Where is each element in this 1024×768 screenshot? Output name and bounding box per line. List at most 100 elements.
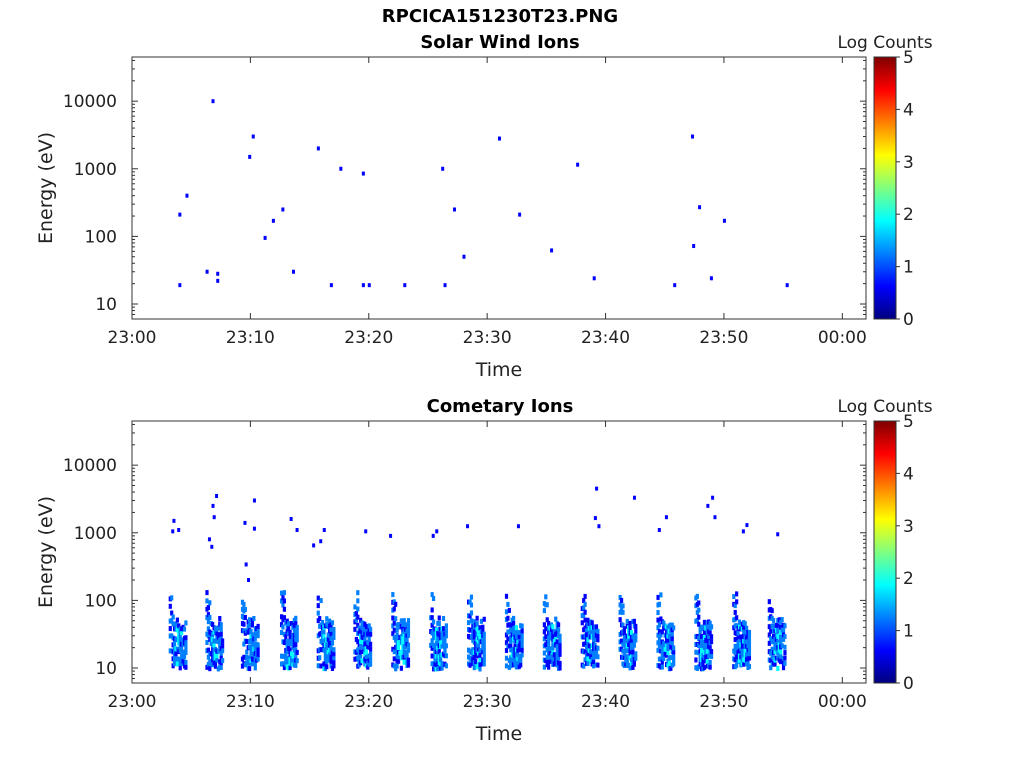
count-cell (476, 642, 481, 648)
count-cell (175, 617, 179, 623)
count-cell (215, 631, 219, 637)
count-cell (767, 624, 771, 630)
count-cell (168, 603, 172, 609)
count-cell (180, 661, 184, 667)
count-cell (767, 640, 771, 646)
count-cell (256, 642, 260, 648)
count-cell (737, 619, 742, 625)
count-cell (783, 623, 787, 629)
count-cell (507, 622, 511, 628)
count-cell (444, 663, 448, 669)
count-cell (184, 635, 188, 641)
count-cell (624, 638, 628, 644)
count-cell (208, 614, 212, 620)
count-cell (708, 630, 712, 636)
count-cell (443, 640, 447, 646)
x-tick-label: 23:00 (108, 692, 157, 712)
count-cell (295, 658, 299, 664)
count-cell (583, 609, 587, 615)
count-cell (701, 661, 705, 667)
count-cell (776, 623, 780, 629)
count-cell (558, 665, 562, 671)
count-cell (781, 627, 786, 633)
count-cell (182, 626, 187, 632)
count-cell (392, 620, 396, 626)
count-cell (219, 626, 223, 632)
count-cell (294, 647, 298, 653)
count-cell (709, 276, 713, 281)
count-cell (318, 655, 322, 661)
count-cell (392, 599, 396, 605)
count-cell (178, 665, 182, 671)
count-cell (621, 609, 625, 615)
colorbar-label: Log Counts (837, 397, 932, 417)
colorbar-ticks: 0 1 2 3 4 5 (896, 412, 914, 694)
count-cell (555, 639, 559, 645)
plot-frame (131, 420, 867, 684)
x-tick-label: 00:00 (818, 328, 867, 348)
count-cell (634, 632, 638, 638)
count-cell (586, 661, 590, 667)
count-cell (698, 630, 702, 636)
count-cell (589, 629, 593, 635)
plot-frame (131, 56, 867, 320)
count-cell (218, 615, 222, 621)
count-cell (475, 615, 479, 621)
count-cell (292, 269, 296, 274)
count-cell (256, 647, 260, 653)
count-cell (389, 533, 393, 538)
count-cell (172, 641, 177, 647)
count-cell (368, 661, 373, 667)
axes: 23:00 23:10 23:20 23:30 23:40 23:50 00:00 10 100… (63, 57, 867, 348)
count-cell (692, 244, 696, 249)
count-cell (245, 649, 249, 655)
count-cell (402, 649, 406, 655)
count-cell (294, 621, 298, 627)
count-cell (392, 634, 396, 640)
count-cell (284, 634, 288, 640)
count-cell (395, 663, 399, 669)
colorbar-tick-label: 0 (903, 310, 914, 330)
x-tick-label: 23:10 (226, 692, 275, 712)
count-cell (184, 659, 188, 665)
count-cell (618, 594, 622, 600)
count-cell (184, 664, 188, 670)
count-cell (294, 662, 298, 668)
count-cell (618, 602, 622, 608)
count-cell (554, 636, 558, 642)
count-cell (660, 664, 664, 670)
y-tick-label: 1000 (74, 160, 117, 180)
count-cell (779, 639, 783, 645)
count-cell (506, 615, 510, 621)
count-cell (205, 615, 209, 621)
count-cell (558, 651, 562, 657)
count-cell (709, 634, 714, 640)
count-cell (482, 646, 486, 652)
colorbar-tick-label: 0 (903, 674, 914, 694)
count-cell (779, 649, 783, 655)
count-cell (558, 633, 562, 639)
count-cell (702, 644, 707, 650)
count-cell (697, 621, 701, 627)
count-cell (216, 278, 220, 283)
count-cell (180, 645, 184, 651)
count-cell (249, 653, 253, 659)
colorbar-tick-label: 1 (903, 622, 914, 642)
count-cell (783, 650, 787, 656)
count-cell (249, 649, 253, 655)
count-cell (747, 655, 752, 661)
count-cell (430, 645, 434, 651)
x-tick-label: 23:30 (463, 328, 512, 348)
count-cell (368, 641, 373, 647)
x-axis-label: Time (475, 723, 523, 745)
count-cell (550, 248, 554, 253)
colorbar-tick-label: 5 (903, 48, 914, 68)
count-cell (178, 283, 182, 288)
count-cell (396, 622, 401, 628)
count-cell (548, 658, 552, 664)
count-cell (319, 598, 323, 604)
count-cell (482, 636, 486, 642)
count-cell (295, 527, 299, 532)
count-cell (279, 598, 284, 604)
